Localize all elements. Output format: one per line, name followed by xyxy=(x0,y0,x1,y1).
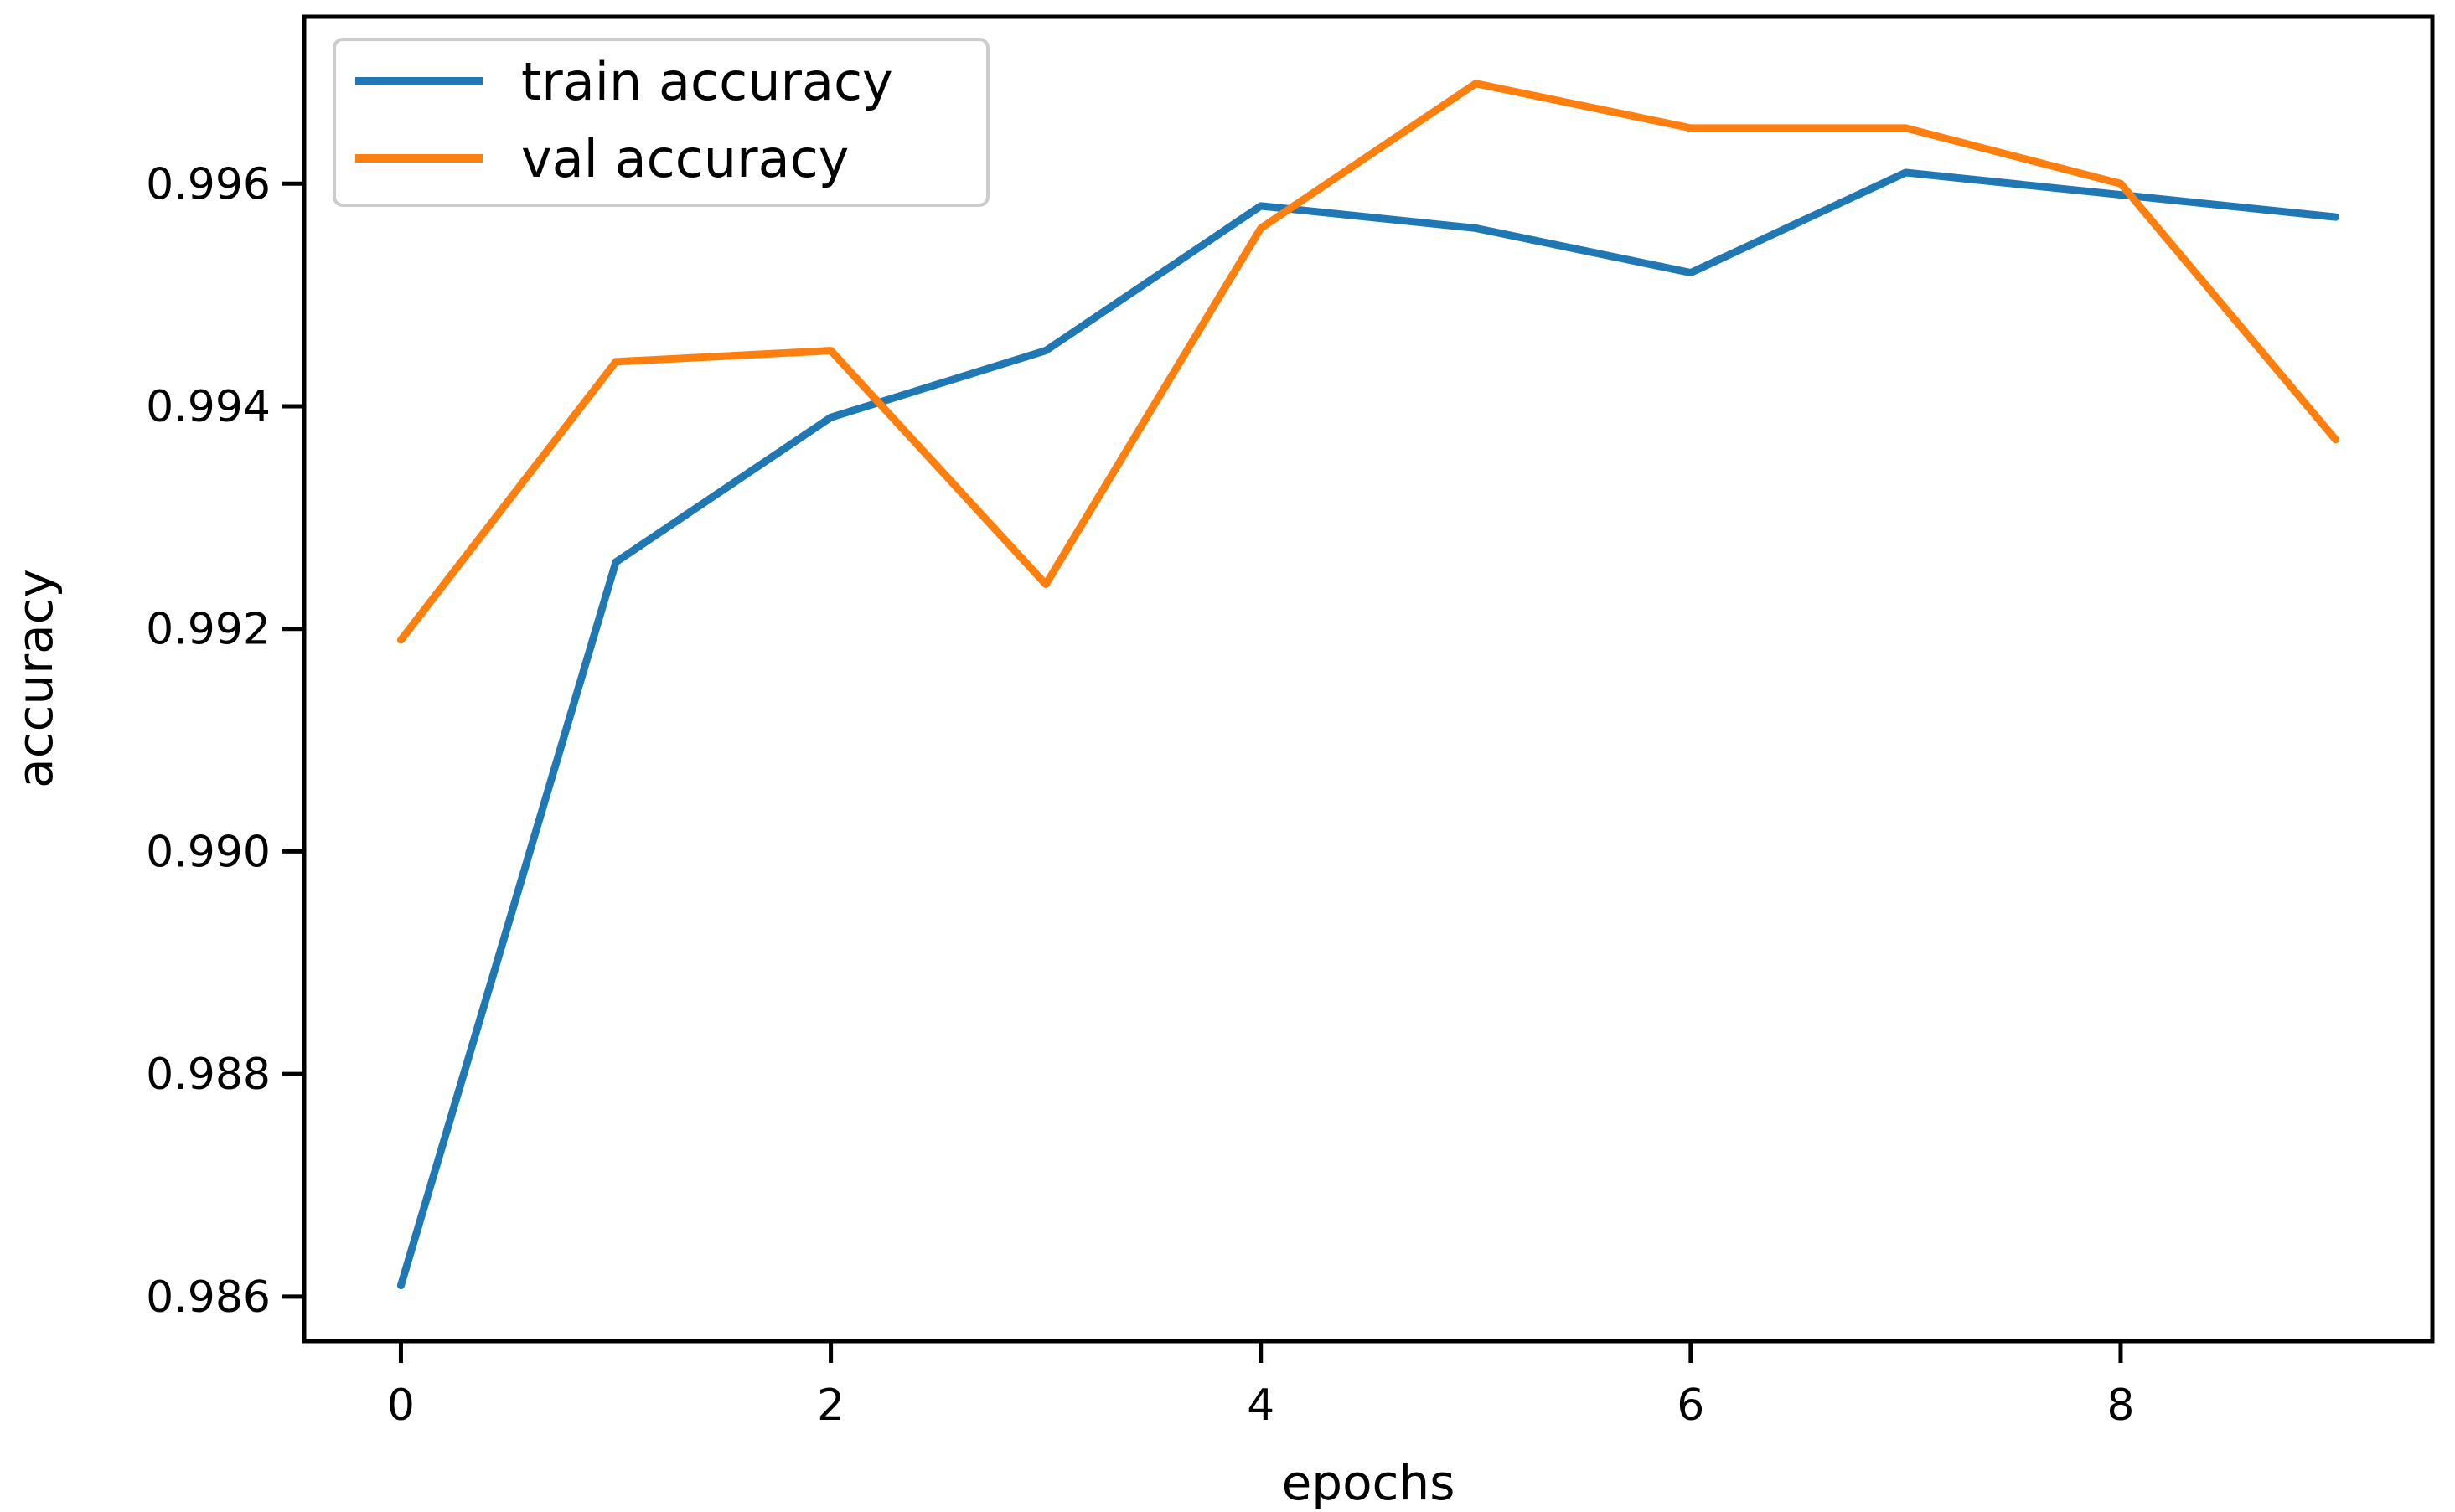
x-axis-title: epochs xyxy=(1282,1454,1455,1511)
y-tick-label: 0.988 xyxy=(146,1050,271,1100)
x-tick-label: 8 xyxy=(2106,1380,2134,1431)
y-axis-title: accuracy xyxy=(7,569,64,788)
legend-label-train: train accuracy xyxy=(521,51,893,112)
y-tick-label: 0.996 xyxy=(146,159,271,209)
plot-area xyxy=(302,14,2435,1344)
legend-label-val: val accuracy xyxy=(521,128,849,189)
x-tick-label: 2 xyxy=(817,1380,845,1431)
y-tick-label: 0.994 xyxy=(146,382,271,432)
line-train-accuracy xyxy=(396,168,2340,1290)
y-tick-label: 0.992 xyxy=(146,605,271,655)
x-axis: 0 2 4 6 8 xyxy=(387,1341,2135,1431)
legend: train accuracy val accuracy xyxy=(333,38,990,207)
data-series-group xyxy=(396,80,2340,1290)
y-tick-label: 0.986 xyxy=(146,1272,271,1323)
legend-box xyxy=(333,38,990,207)
x-tick-label: 4 xyxy=(1247,1380,1274,1431)
x-tick-label: 6 xyxy=(1677,1380,1704,1431)
line-val-accuracy xyxy=(396,80,2340,644)
y-axis: 0.996 0.994 0.992 0.990 0.988 0.986 xyxy=(146,159,304,1323)
y-tick-label: 0.990 xyxy=(146,827,271,877)
x-tick-label: 0 xyxy=(387,1380,415,1431)
